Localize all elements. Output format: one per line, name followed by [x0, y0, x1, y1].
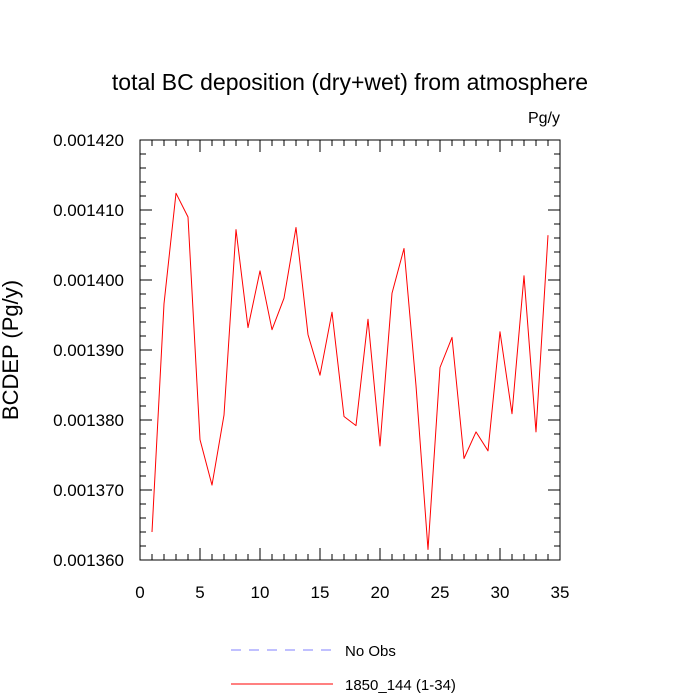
legend-label-no-obs: No Obs: [345, 643, 396, 660]
chart-units-label: Pg/y: [528, 110, 560, 127]
y-tick-label: 0.001360: [53, 551, 124, 570]
x-tick-label: 10: [251, 583, 270, 602]
y-axis-ticks: [140, 139, 560, 561]
x-tick-label: 5: [195, 583, 204, 602]
x-tick-label: 20: [371, 583, 390, 602]
y-tick-label: 0.001380: [53, 411, 124, 430]
x-tick-label: 30: [491, 583, 510, 602]
x-tick-label: 35: [551, 583, 570, 602]
y-tick-label: 0.001420: [53, 131, 124, 150]
x-tick-label: 15: [311, 583, 330, 602]
series-layer: [151, 192, 549, 550]
plot-area: 0 5 10 15 20 25 30 35 0.0013600.0013700.0013800…: [53, 131, 569, 602]
legend: No Obs 1850_144 (1-34): [231, 643, 456, 694]
legend-label-1850-144: 1850_144 (1-34): [345, 677, 456, 694]
y-axis-tick-labels: 0.001360 0.001370 0.001380 0.001390 0.001400…: [53, 131, 124, 570]
series-line-1850-144: [151, 192, 549, 550]
x-tick-label: 25: [431, 583, 450, 602]
x-axis-tick-labels: 0 5 10 15 20 25 30 35: [135, 583, 569, 602]
chart-title: total BC deposition (dry+wet) from atmos…: [112, 69, 588, 95]
y-axis-label: BCDEP (Pg/y): [0, 280, 23, 420]
plot-frame: [139, 139, 561, 561]
y-tick-label: 0.001370: [53, 481, 124, 500]
x-tick-label: 0: [135, 583, 144, 602]
y-tick-label: 0.001410: [53, 201, 124, 220]
y-tick-label: 0.001400: [53, 271, 124, 290]
x-axis-ticks: [139, 140, 561, 560]
y-tick-label: 0.001390: [53, 341, 124, 360]
